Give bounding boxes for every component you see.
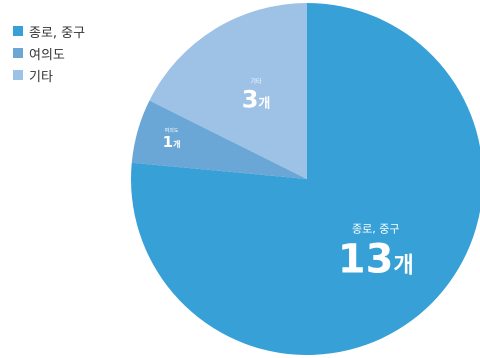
slice-name-label: 기타 <box>251 77 263 85</box>
slice-yeouido <box>131 100 307 179</box>
slice-value-label: 1개 <box>163 133 181 151</box>
slice-value-label: 3개 <box>242 85 271 113</box>
legend-item-yeouido: 여의도 <box>13 43 85 63</box>
legend-item-jongno: 종로, 중구 <box>13 21 85 41</box>
legend-swatch <box>13 70 23 80</box>
legend-swatch <box>13 48 23 58</box>
slice-name-label: 여의도 <box>165 127 179 134</box>
legend-label: 종로, 중구 <box>29 25 86 41</box>
chart-legend: 종로, 중구 여의도 기타 <box>13 21 85 87</box>
slice-value-label: 13개 <box>338 236 414 282</box>
legend-item-other: 기타 <box>13 65 85 85</box>
slice-jongno <box>131 3 480 355</box>
legend-label: 기타 <box>29 69 53 85</box>
legend-swatch <box>13 26 23 36</box>
slice-name-label: 종로, 중구 <box>352 222 399 235</box>
slice-other <box>149 3 307 179</box>
legend-label: 여의도 <box>29 47 65 63</box>
